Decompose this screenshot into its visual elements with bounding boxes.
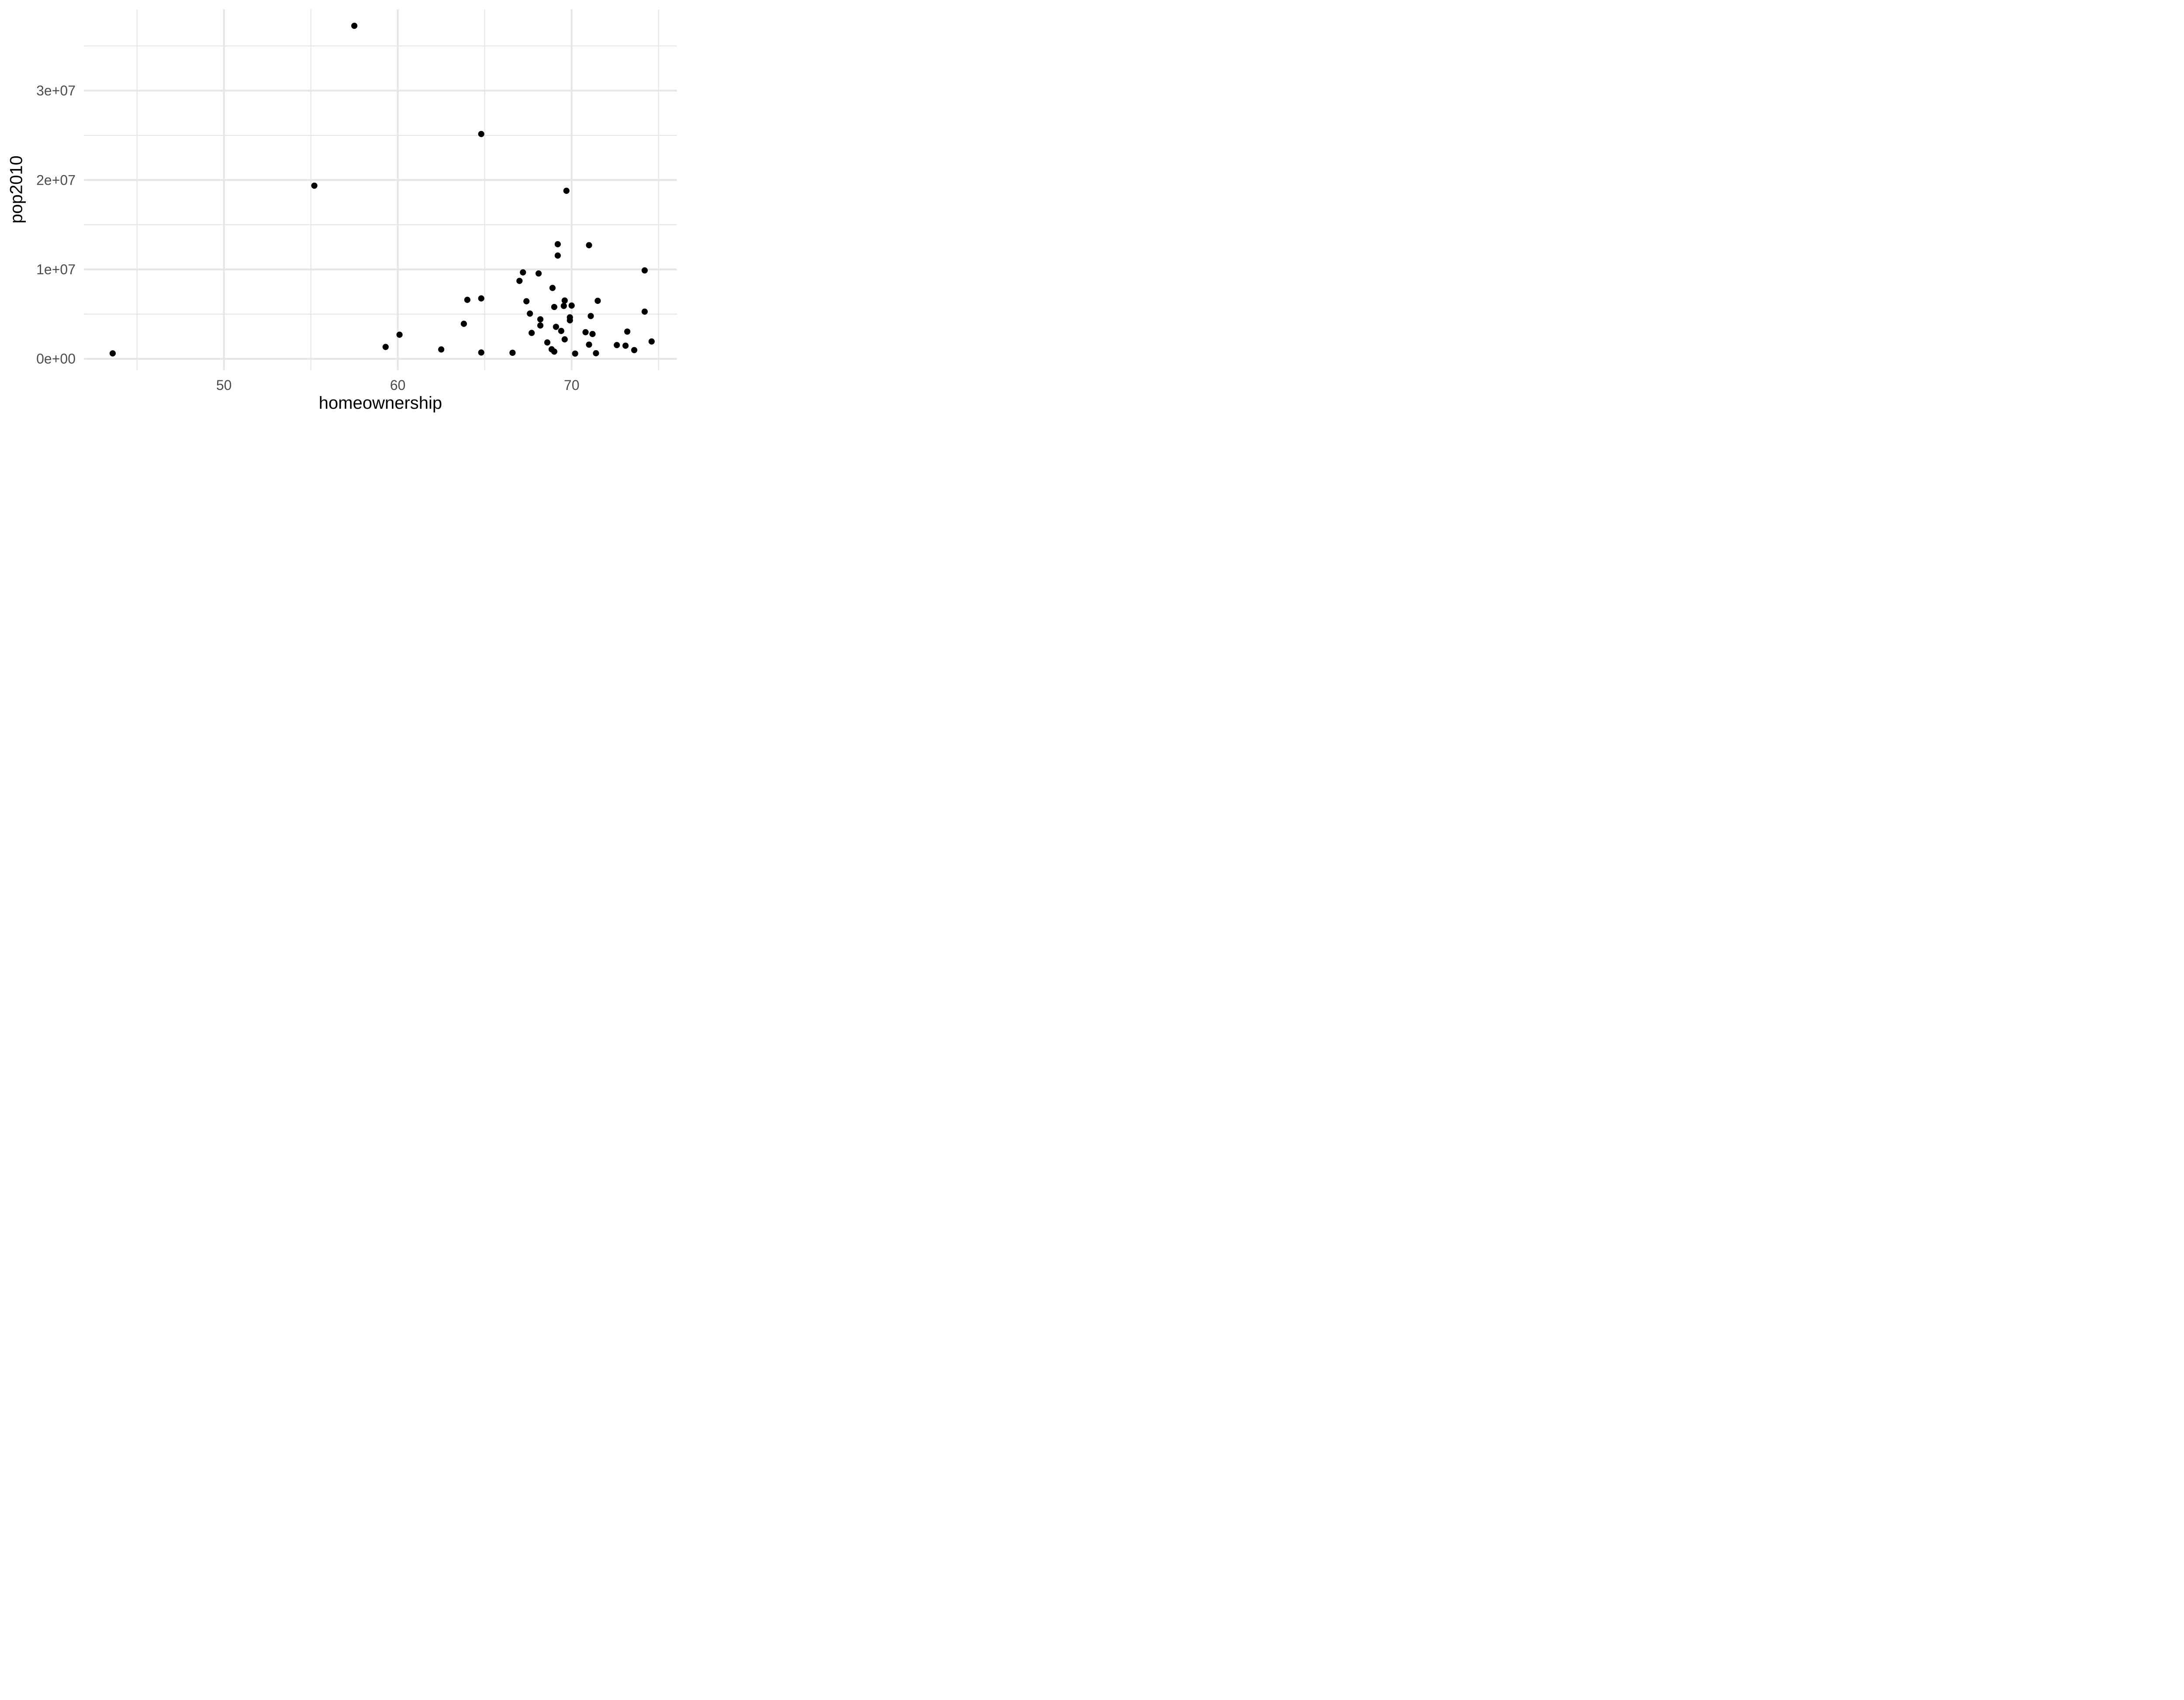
x-tick-label: 70 xyxy=(564,377,580,393)
data-point xyxy=(567,317,573,324)
data-point xyxy=(396,331,403,338)
data-point xyxy=(535,270,542,277)
data-point xyxy=(527,310,533,317)
data-point xyxy=(593,350,599,356)
y-tick-label: 1e+07 xyxy=(36,262,76,277)
data-point xyxy=(464,297,470,303)
data-point xyxy=(544,339,551,346)
data-point xyxy=(516,278,523,284)
data-point xyxy=(109,350,116,357)
data-point xyxy=(478,295,484,302)
data-point xyxy=(509,349,516,356)
data-point xyxy=(551,348,557,355)
y-tick-label: 0e+00 xyxy=(36,351,76,367)
data-point xyxy=(624,328,631,335)
data-point xyxy=(561,336,568,343)
data-point xyxy=(641,267,648,274)
plot-canvas: 50 60 70 0e+00 1e+07 2e+07 3e+07 xyxy=(36,9,677,393)
data-point xyxy=(568,302,575,309)
data-point xyxy=(563,187,570,194)
data-point xyxy=(382,344,389,350)
y-tick-label: 3e+07 xyxy=(36,83,76,99)
data-point xyxy=(648,338,655,345)
data-point xyxy=(586,242,592,248)
data-point xyxy=(558,328,564,334)
data-point xyxy=(587,313,594,319)
data-point xyxy=(438,346,445,353)
y-tick-label: 2e+07 xyxy=(36,172,76,188)
data-point xyxy=(572,350,578,357)
data-point xyxy=(631,347,638,353)
data-point xyxy=(614,342,620,348)
data-point xyxy=(560,303,567,309)
data-point xyxy=(553,324,559,330)
scatter-plot-figure: 50 60 70 0e+00 1e+07 2e+07 3e+07 homeownership… xyxy=(0,0,688,425)
data-point xyxy=(589,331,596,337)
data-point xyxy=(523,298,530,305)
data-point xyxy=(529,330,535,336)
data-point xyxy=(582,329,589,335)
x-axis-title: homeownership xyxy=(318,393,442,413)
data-point xyxy=(537,322,544,329)
x-tick-label: 60 xyxy=(390,377,406,393)
data-point xyxy=(549,285,556,291)
y-axis-title: pop2010 xyxy=(7,155,26,224)
data-point xyxy=(460,321,467,327)
data-point xyxy=(586,341,592,348)
data-point xyxy=(351,23,358,29)
data-point xyxy=(478,349,484,356)
data-point xyxy=(311,183,318,189)
data-point xyxy=(551,303,557,310)
data-point xyxy=(478,131,484,137)
data-point xyxy=(554,241,561,248)
x-tick-label: 50 xyxy=(216,377,232,393)
data-point xyxy=(520,269,526,276)
data-point xyxy=(561,297,568,304)
data-point xyxy=(594,297,601,304)
data-point xyxy=(622,342,629,349)
data-point xyxy=(554,252,561,259)
data-point xyxy=(537,316,544,323)
data-point xyxy=(641,308,648,315)
